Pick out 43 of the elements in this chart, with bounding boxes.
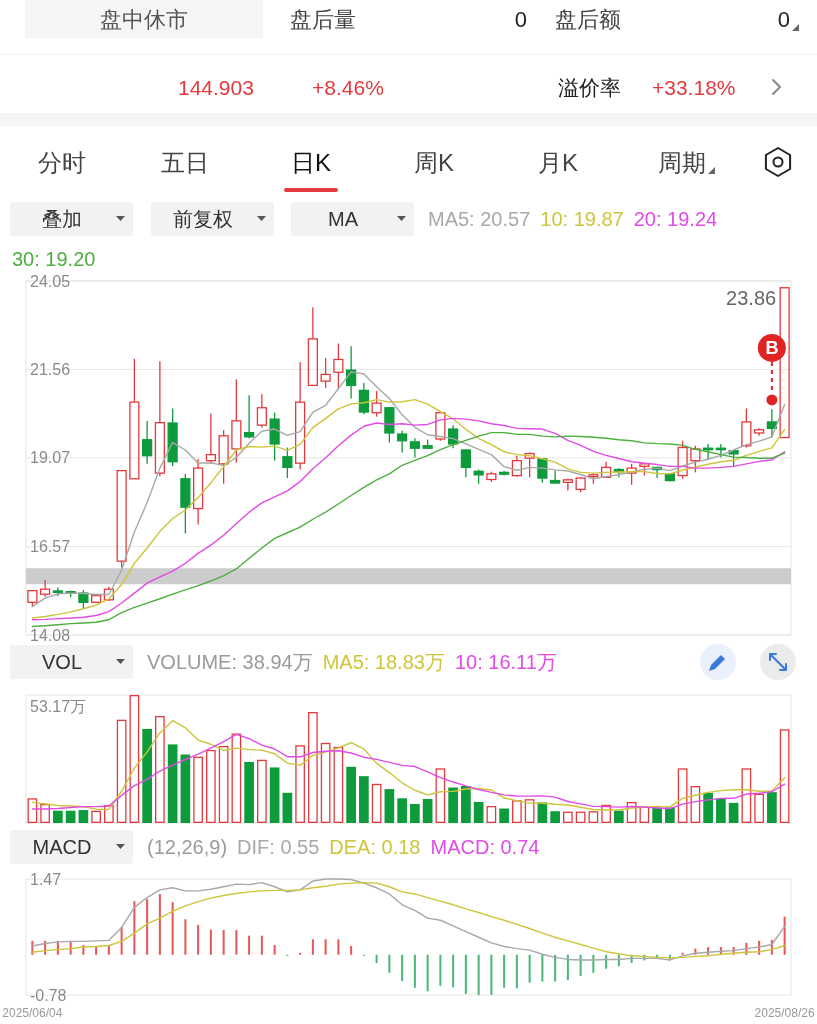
text: 周K [413, 148, 455, 176]
y-tick-label: 21.56 [30, 360, 71, 378]
y-tick-label: 19.07 [30, 449, 71, 467]
text: 23.86 [726, 286, 777, 309]
text: 0 [777, 6, 790, 32]
text: 月K [537, 148, 579, 176]
text: +33.18% [652, 75, 736, 99]
x-tick-label: 2025/06/04 [2, 1006, 63, 1020]
text: 溢价率 [558, 75, 621, 99]
text: 30: 19.20 [12, 248, 96, 270]
y-tick-label: 16.57 [30, 538, 71, 556]
text: 10: 19.87 [540, 208, 624, 230]
chart-title: VOL [41, 651, 83, 673]
text: 盘后量 [290, 6, 356, 32]
text: 叠加 [42, 208, 82, 230]
text: 盘中休市 [100, 6, 188, 32]
y-tick-label: 24.05 [30, 272, 71, 290]
text: 10: 16.11万 [454, 651, 557, 673]
text: MA5: 20.57 [428, 208, 531, 230]
y-tick-label: -0.78 [30, 986, 67, 1004]
chart-title: MA [328, 208, 359, 230]
text: +8.46% [312, 75, 384, 99]
series-label: DIF: 0.55 [237, 836, 320, 858]
annotation: 53.17万 [30, 697, 87, 715]
y-tick-label: 1.47 [30, 870, 62, 888]
text: 20: 19.24 [633, 208, 718, 230]
chart-title: MACD [32, 836, 92, 858]
text: 前复权 [173, 208, 233, 230]
text: 0 [514, 6, 527, 32]
text: 周期 [658, 148, 706, 176]
y-tick-label: 14.08 [30, 626, 71, 644]
text: MA5: 18.83万 [322, 651, 445, 673]
x-tick-label: 2025/08/26 [754, 1006, 815, 1020]
text: MACD: 0.74 [430, 836, 540, 858]
text: 盘后额 [555, 6, 621, 32]
text: 日K [290, 148, 332, 176]
text: 144.903 [178, 75, 254, 99]
chart-subtitle: VOLUME: 38.94万 [147, 651, 313, 673]
annotation: B [765, 337, 779, 358]
series-label: DEA: 0.18 [329, 836, 421, 858]
text: 分时 [38, 148, 86, 176]
text: 五日 [161, 148, 209, 176]
chart-subtitle: (12,26,9) [147, 836, 228, 858]
